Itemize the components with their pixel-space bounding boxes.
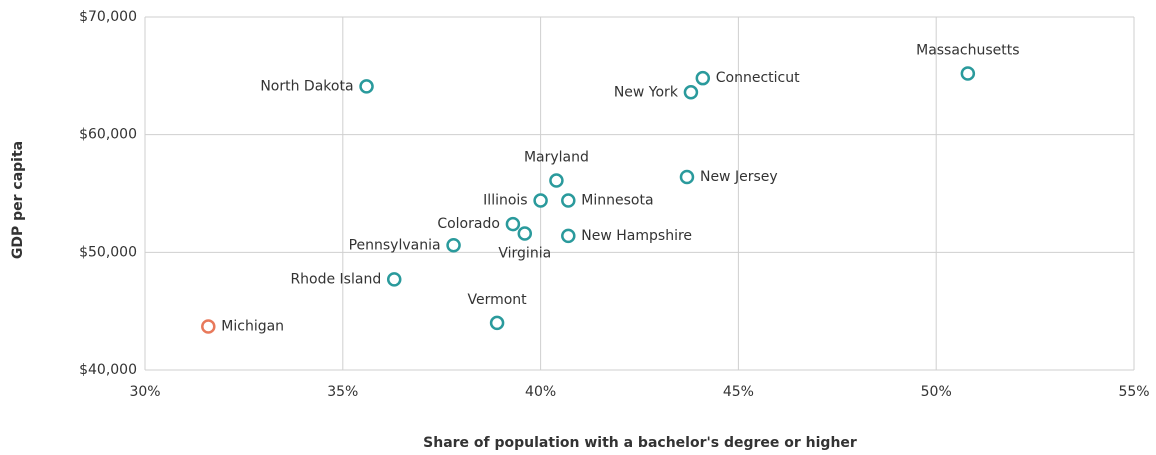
x-tick-label: 50%: [921, 384, 952, 400]
point-label: Virginia: [498, 246, 551, 262]
point-label: Vermont: [467, 292, 527, 308]
point: [695, 70, 711, 86]
point: [960, 66, 976, 81]
x-tick-label: 45%: [723, 384, 754, 400]
y-tick-label: $50,000: [79, 244, 137, 260]
point-label: Massachusetts: [916, 42, 1019, 58]
point: [517, 226, 533, 241]
point: [561, 228, 576, 244]
x-axis-title: Share of population with a bachelor's de…: [423, 435, 857, 451]
point-label: Rhode Island: [290, 271, 381, 287]
point-label: Michigan: [221, 318, 284, 334]
point-label: North Dakota: [260, 78, 353, 94]
point: [386, 272, 402, 287]
x-tick-label: 40%: [525, 384, 556, 400]
x-tick-label: 55%: [1118, 384, 1149, 400]
y-axis-title: GDP per capita: [10, 141, 26, 259]
point: [683, 85, 699, 100]
point: [533, 193, 548, 208]
x-tick-label: 30%: [129, 384, 160, 400]
point: [446, 238, 461, 253]
point: [549, 173, 564, 188]
point-label: Minnesota: [581, 193, 653, 209]
point-label: New Hampshire: [581, 228, 692, 244]
point: [201, 319, 216, 334]
point: [489, 315, 505, 331]
point-label: Colorado: [437, 216, 500, 232]
point-label: Maryland: [524, 150, 589, 166]
point-label: Illinois: [483, 193, 527, 209]
point: [679, 169, 695, 185]
point: [359, 79, 374, 94]
point-label: Pennsylvania: [349, 237, 441, 253]
point-label: New Jersey: [700, 169, 778, 185]
y-tick-label: $40,000: [79, 362, 137, 378]
y-tick-label: $70,000: [79, 9, 137, 25]
point-label: Connecticut: [716, 70, 800, 86]
point-label: New York: [614, 84, 679, 100]
point: [505, 216, 521, 232]
x-tick-label: 35%: [327, 384, 358, 400]
point: [561, 193, 576, 208]
y-tick-label: $60,000: [79, 127, 137, 143]
